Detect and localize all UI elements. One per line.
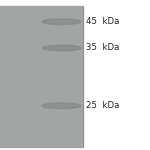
Bar xyxy=(0,6,83,147)
Ellipse shape xyxy=(42,19,81,25)
Text: 45  kDa: 45 kDa xyxy=(86,17,120,26)
Text: 35  kDa: 35 kDa xyxy=(86,44,120,52)
Ellipse shape xyxy=(42,45,81,51)
Ellipse shape xyxy=(42,103,81,109)
Text: 25  kDa: 25 kDa xyxy=(86,101,120,110)
